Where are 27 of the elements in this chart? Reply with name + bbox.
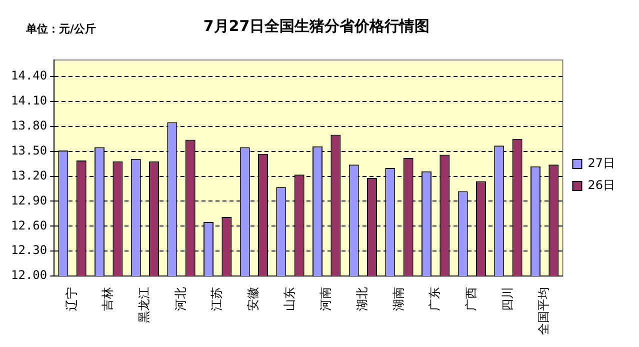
x-tick-label: 全国平均 — [536, 287, 551, 335]
y-tick-label: 12.00 — [11, 268, 48, 282]
text: 单位：元/公斤 — [25, 22, 96, 36]
x-tick-label: 江苏 — [210, 287, 224, 311]
x-tick-label: 吉林 — [100, 287, 115, 311]
y-tick-label: 13.50 — [11, 144, 48, 158]
legend-label: 27日 — [588, 156, 616, 170]
y-tick-label: 12.60 — [11, 218, 48, 232]
x-tick-label: 广东 — [428, 287, 442, 311]
y-tick-label: 12.90 — [11, 193, 48, 208]
legend-label: 26日 — [588, 178, 616, 192]
x-tick-label: 湖北 — [355, 287, 370, 311]
y-tick-label: 14.40 — [11, 68, 48, 83]
y-tick-label: 12.30 — [11, 243, 48, 258]
x-tick-label: 湖南 — [391, 287, 406, 311]
x-tick-label: 山东 — [282, 287, 296, 311]
x-tick-label: 河南 — [318, 287, 333, 311]
x-tick-label: 广西 — [464, 287, 478, 311]
y-tick-label: 13.80 — [11, 118, 48, 133]
x-tick-label: 安徽 — [246, 287, 260, 311]
x-tick-label: 辽宁 — [64, 287, 78, 311]
x-tick-label: 四川 — [500, 287, 514, 311]
x-tick-label: 黑龙江 — [137, 287, 152, 323]
y-tick-label: 14.10 — [11, 94, 48, 108]
x-tick-label: 河北 — [173, 287, 188, 311]
chart-title: 7月27日全国生猪分省价格行情图 — [203, 16, 430, 35]
y-tick-label: 13.20 — [11, 168, 48, 182]
